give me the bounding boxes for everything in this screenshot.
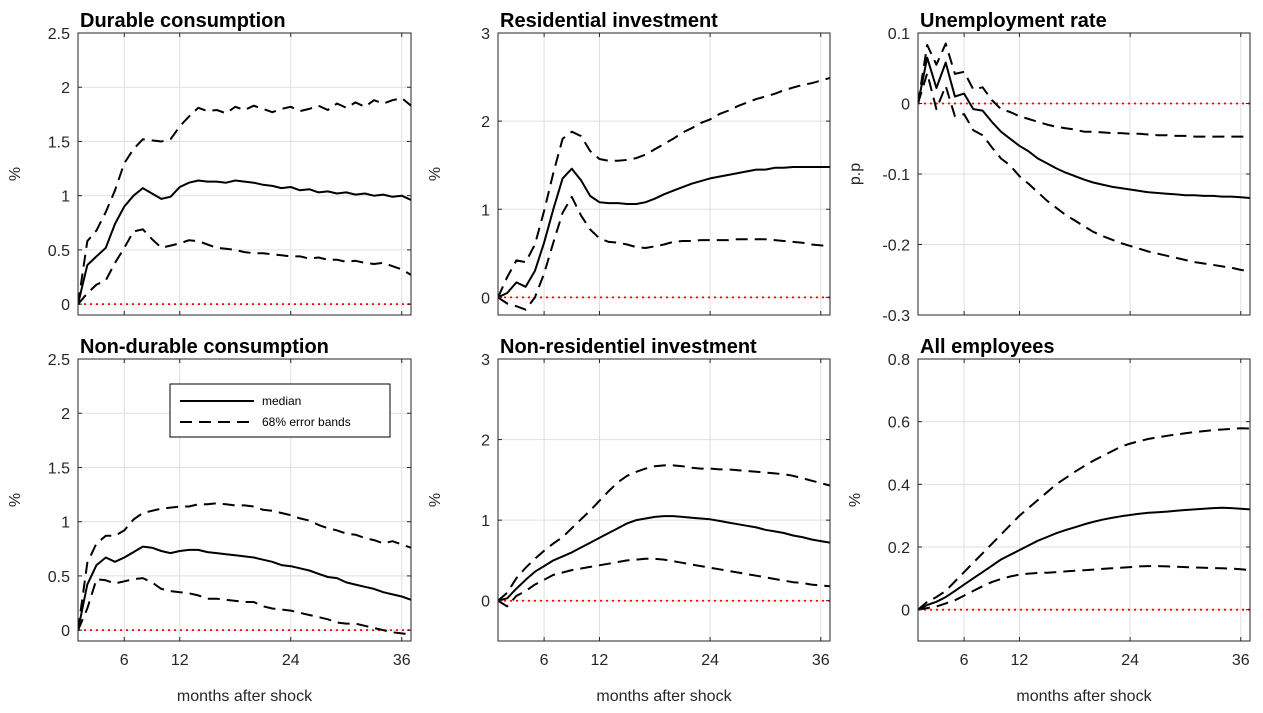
y-tick-label: 2.5 (48, 352, 70, 369)
y-tick-label: 0 (481, 290, 490, 307)
y-tick-label: 0.4 (888, 477, 910, 494)
y-tick-label: 1 (481, 202, 490, 219)
y-tick-label: 0 (901, 97, 910, 114)
y-tick-label: 0.6 (888, 415, 910, 432)
y-tick-label: 1 (61, 189, 70, 206)
y-tick-label: 1 (481, 513, 490, 530)
legend-median-label: median (262, 394, 301, 408)
median-line (78, 179, 411, 305)
y-tick-label: 1.5 (48, 460, 70, 477)
x-tick-label: 24 (1121, 652, 1139, 669)
y-tick-label: 0.5 (48, 569, 70, 586)
axes-box (497, 32, 831, 316)
panel-title: Durable consumption (80, 10, 286, 32)
lower-band-line (498, 557, 830, 608)
lower-band-line (498, 195, 830, 311)
y-axis-label: % (7, 493, 24, 507)
y-tick-label: 0 (901, 603, 910, 620)
y-tick-label: 1.5 (48, 134, 70, 151)
y-tick-label: 2 (481, 114, 490, 131)
y-tick-label: 2 (481, 433, 490, 450)
y-axis-label: p.p (847, 163, 864, 185)
panel-residential-investment: 0 1 2 3 Residential investment% (427, 10, 831, 316)
axes-box (77, 358, 412, 642)
x-tick-label: 36 (393, 652, 411, 669)
lower-band-line (918, 72, 1250, 273)
panel-durable-consumption: 0 0.5 1 1.5 2 2.5 Durable consumption% (7, 10, 412, 316)
legend-box (169, 383, 391, 438)
y-tick-label: 0 (481, 594, 490, 611)
y-tick-label: 2 (61, 406, 70, 423)
x-tick-label: 6 (540, 652, 549, 669)
y-tick-label: 0 (61, 623, 70, 640)
y-axis-label: % (427, 493, 444, 507)
plot-area (498, 33, 830, 315)
axes-box (77, 32, 412, 316)
panel-title: Non-residentiel investment (500, 336, 757, 358)
x-tick-label: 24 (282, 652, 300, 669)
panel-title: Unemployment rate (920, 10, 1107, 32)
legend: median 68% error bands (169, 383, 391, 438)
panel-all-employees: 0 0.2 0.4 0.6 0.8 6 12 24 36 All employees% months… (847, 336, 1251, 705)
x-axis-label: months after shock (1016, 688, 1152, 705)
panel-title: Non-durable consumption (80, 336, 329, 358)
median-line (498, 166, 830, 299)
upper-band-line (498, 464, 830, 602)
panel-unemployment-rate: -0.3 -0.2 -0.1 0 0.1 Unemployment rate p.p (847, 10, 1251, 325)
y-tick-label: -0.3 (882, 308, 910, 325)
y-axis-label: % (427, 167, 444, 181)
y-axis-label: % (847, 493, 864, 507)
upper-band-line (918, 42, 1250, 138)
y-tick-label: 2.5 (48, 26, 70, 43)
y-tick-label: 1 (61, 515, 70, 532)
y-tick-label: 2 (61, 80, 70, 97)
plot-area (498, 359, 830, 641)
y-tick-label: 0 (61, 297, 70, 314)
lower-band-line (918, 565, 1250, 611)
x-tick-label: 6 (120, 652, 129, 669)
y-tick-label: 0.1 (888, 26, 910, 43)
y-tick-label: 3 (481, 352, 490, 369)
x-tick-label: 12 (1011, 652, 1029, 669)
lower-band-line (78, 228, 411, 305)
y-tick-label: 3 (481, 26, 490, 43)
x-tick-label: 36 (812, 652, 830, 669)
x-tick-label: 6 (960, 652, 969, 669)
median-line (918, 506, 1250, 611)
median-line (498, 515, 830, 602)
y-axis-label: % (7, 167, 24, 181)
x-tick-label: 36 (1232, 652, 1250, 669)
x-tick-label: 12 (171, 652, 189, 669)
y-tick-label: 0.5 (48, 243, 70, 260)
upper-band-line (918, 427, 1250, 611)
plot-area (78, 33, 411, 315)
axes-box (497, 358, 831, 642)
y-tick-label: -0.2 (882, 238, 910, 255)
x-tick-label: 24 (701, 652, 719, 669)
upper-band-line (78, 502, 411, 631)
panel-title: All employees (920, 336, 1055, 358)
y-tick-label: 0.2 (888, 540, 910, 557)
legend-bands-label: 68% error bands (262, 415, 351, 429)
y-tick-label: 0.8 (888, 352, 910, 369)
median-line (918, 56, 1250, 199)
y-tick-label: -0.1 (882, 167, 910, 184)
panel-title: Residential investment (500, 10, 718, 32)
median-line (78, 545, 411, 631)
upper-band-line (78, 97, 411, 305)
plot-area (918, 359, 1250, 641)
x-tick-label: 12 (591, 652, 609, 669)
axes-box (917, 358, 1251, 642)
upper-band-line (498, 76, 830, 298)
x-axis-label: months after shock (596, 688, 732, 705)
x-axis-label: months after shock (177, 688, 313, 705)
